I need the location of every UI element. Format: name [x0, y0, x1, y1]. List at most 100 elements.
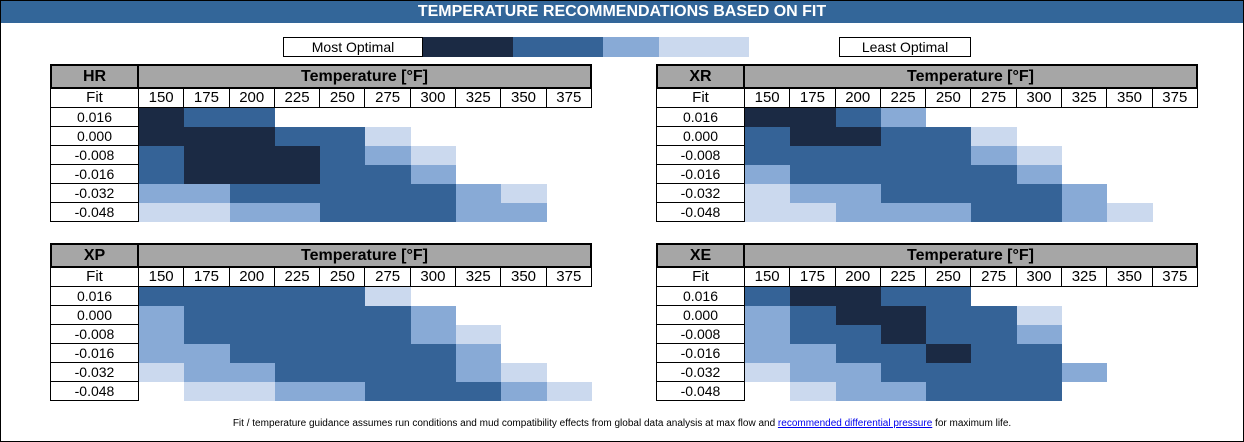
differential-pressure-link[interactable]: recommended differential pressure	[777, 418, 933, 429]
heatmap-cell	[745, 203, 791, 222]
y-tick-label: -0.008	[50, 325, 139, 344]
heatmap-cell	[790, 306, 836, 325]
heatmap-cell	[1107, 363, 1153, 382]
x-tick-label: 200	[229, 89, 275, 108]
heatmap-cell	[790, 184, 836, 203]
heatmap-cell	[926, 108, 972, 127]
heatmap-cell	[229, 146, 275, 165]
heatmap-cell	[1062, 363, 1108, 382]
heatmap-cell	[926, 146, 972, 165]
legend-swatch	[659, 37, 749, 57]
heatmap-cell	[456, 108, 502, 127]
heatmap-cell	[745, 363, 791, 382]
heatmap-cell	[501, 203, 547, 222]
heatmap-cell	[274, 184, 321, 203]
y-tick-label: 0.000	[656, 306, 745, 325]
heatmap-cell	[320, 165, 366, 184]
x-tick-label: 275	[365, 268, 411, 287]
y-tick-label: -0.032	[656, 363, 745, 382]
heatmap-cell	[835, 108, 881, 127]
y-axis-label: Fit	[656, 268, 745, 287]
panel-name: XP	[50, 243, 139, 268]
heatmap-cell	[1107, 306, 1153, 325]
heatmap-row: -0.008	[50, 146, 592, 165]
heatmap-cell	[410, 382, 457, 401]
heatmap-row: 0.016	[656, 287, 1198, 306]
y-tick-label: 0.016	[50, 287, 139, 306]
heatmap-cell	[1107, 184, 1153, 203]
heatmap-cell	[1152, 165, 1198, 184]
heatmap-cell	[365, 165, 411, 184]
heatmap-cell	[745, 306, 791, 325]
heatmap-cell	[365, 344, 411, 363]
footnote: Fit / temperature guidance assumes run c…	[1, 418, 1243, 429]
heatmap-cell	[410, 287, 457, 306]
heatmap-cell	[1016, 306, 1063, 325]
heatmap-cell	[1016, 325, 1063, 344]
x-tick-label: 300	[1016, 268, 1063, 287]
heatmap-cell	[926, 127, 972, 146]
heatmap-cell	[880, 127, 927, 146]
heatmap-cell	[456, 146, 502, 165]
heatmap-cell	[139, 325, 185, 344]
legend-swatch	[513, 37, 603, 57]
heatmap-cell	[1062, 184, 1108, 203]
heatmap-cell	[880, 165, 927, 184]
y-tick-label: -0.008	[656, 146, 745, 165]
heatmap-cell	[410, 108, 457, 127]
heatmap-cell	[1016, 108, 1063, 127]
heatmap-row: -0.032	[656, 363, 1198, 382]
heatmap-cell	[1062, 108, 1108, 127]
heatmap-cell	[320, 287, 366, 306]
x-tick-label: 175	[184, 268, 230, 287]
heatmap-cell	[790, 382, 836, 401]
heatmap-cell	[1152, 108, 1198, 127]
heatmap-cell	[501, 363, 547, 382]
heatmap-cell	[1016, 363, 1063, 382]
heatmap-cell	[320, 363, 366, 382]
x-tick-label: 375	[546, 89, 592, 108]
heatmap-cell	[456, 382, 502, 401]
heatmap-cell	[790, 203, 836, 222]
heatmap-cell	[926, 344, 972, 363]
heatmap-cell	[1016, 184, 1063, 203]
heatmap-cell	[274, 127, 321, 146]
heatmap-cell	[456, 306, 502, 325]
heatmap-cell	[546, 363, 592, 382]
heatmap-cell	[971, 344, 1017, 363]
heatmap-cell	[745, 127, 791, 146]
heatmap-cell	[1016, 203, 1063, 222]
heatmap-cell	[926, 184, 972, 203]
heatmap-cell	[184, 203, 230, 222]
heatmap-row: -0.008	[50, 325, 592, 344]
heatmap-cell	[1062, 306, 1108, 325]
heatmap-cell	[229, 325, 275, 344]
x-tick-label: 375	[546, 268, 592, 287]
heatmap-cell	[1152, 382, 1198, 401]
heatmap-cell	[1107, 287, 1153, 306]
heatmap-cell	[274, 344, 321, 363]
heatmap-cell	[184, 165, 230, 184]
y-tick-label: 0.016	[50, 108, 139, 127]
heatmap-cell	[1016, 165, 1063, 184]
x-tick-label: 200	[835, 89, 881, 108]
heatmap-panel-xr: XR Temperature [°F] Fit 150 175 200 225 250 275 3…	[656, 64, 1198, 223]
x-tick-label: 325	[456, 268, 502, 287]
heatmap-cell	[456, 363, 502, 382]
heatmap-cell	[274, 287, 321, 306]
x-tick-label: 250	[926, 89, 972, 108]
x-tick-label: 150	[139, 89, 185, 108]
x-tick-label: 225	[880, 268, 927, 287]
heatmap-cell	[365, 146, 411, 165]
heatmap-cell	[745, 382, 791, 401]
heatmap-cell	[184, 306, 230, 325]
heatmap-cell	[1016, 344, 1063, 363]
heatmap-row: -0.048	[50, 382, 592, 401]
heatmap-cell	[320, 184, 366, 203]
heatmap-cell	[1152, 325, 1198, 344]
heatmap-cell	[835, 127, 881, 146]
heatmap-cell	[745, 108, 791, 127]
page-title: TEMPERATURE RECOMMENDATIONS BASED ON FIT	[1, 1, 1243, 23]
heatmap-row: -0.048	[656, 203, 1198, 222]
